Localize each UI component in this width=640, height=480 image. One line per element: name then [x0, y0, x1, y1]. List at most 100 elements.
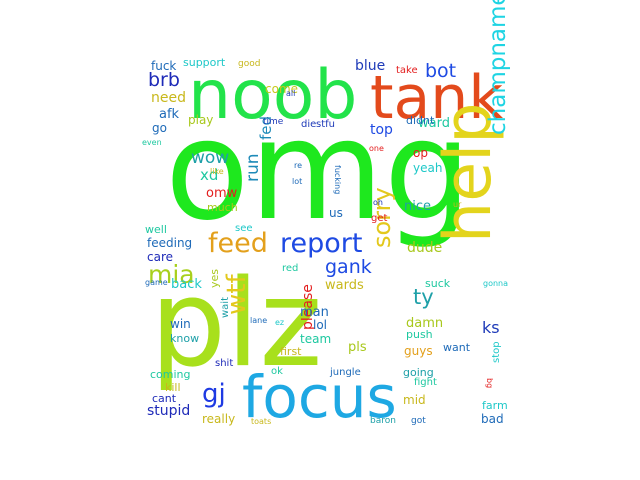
word-report: report	[280, 228, 362, 259]
word-stop: stop	[491, 341, 502, 363]
word-bot: bot	[425, 60, 456, 82]
word-jungle: jungle	[329, 367, 361, 378]
word-much: much	[207, 201, 238, 214]
word-well: well	[145, 223, 167, 236]
word-die: die	[301, 119, 316, 130]
word-take: take	[396, 65, 418, 76]
word-stupid: stupid	[147, 403, 190, 419]
word-dude: dude	[407, 240, 442, 256]
word-one: one	[369, 144, 384, 153]
word-kill: kill	[165, 381, 181, 394]
word-fuck: fuck	[151, 59, 176, 73]
word-go: go	[152, 121, 167, 135]
word-ks: ks	[482, 318, 500, 337]
word-cant: cant	[152, 392, 177, 405]
word-wait: wait	[220, 297, 231, 318]
word-yes: yes	[208, 269, 221, 288]
word-pls: pls	[348, 340, 367, 355]
word-fight: fight	[414, 377, 437, 388]
word-want: want	[443, 341, 471, 354]
word-ward: ward	[418, 116, 450, 131]
word-run: run	[243, 153, 263, 182]
word-brb: brb	[148, 69, 180, 91]
word-all: all	[286, 89, 295, 98]
word-ty: ty	[413, 285, 434, 309]
word-re: re	[294, 161, 302, 170]
word-lol: lol	[313, 318, 327, 332]
word-help: help	[431, 102, 506, 243]
word-omg: omg	[165, 90, 471, 251]
word-lot: lot	[292, 177, 302, 186]
word-team: team	[300, 332, 331, 346]
word-come: come	[265, 82, 298, 96]
word-win: win	[170, 317, 191, 331]
word-ez: ez	[275, 318, 284, 327]
word-push: push	[406, 328, 433, 341]
word-mid: mid	[403, 393, 426, 407]
word-know: know	[170, 332, 199, 345]
word-red: red	[282, 263, 298, 274]
word-fucking: fucking	[333, 165, 342, 194]
word-wards: wards	[325, 278, 364, 293]
word-farm: farm	[482, 399, 508, 412]
word-tank: tank	[370, 63, 503, 133]
word-good: good	[238, 59, 260, 69]
word-guys: guys	[404, 344, 433, 358]
word-xd: xd	[200, 166, 218, 184]
word-man: man	[300, 305, 329, 320]
word-blue: blue	[355, 58, 385, 74]
word-gank: gank	[325, 256, 372, 278]
word-gonna: gonna	[483, 279, 508, 288]
word-play: play	[188, 113, 213, 127]
word-stfu: stfu	[316, 119, 335, 130]
word-focus: focus	[242, 363, 397, 431]
word-feeding: feeding	[147, 236, 192, 250]
word-oh: oh	[373, 198, 383, 207]
word-champname: champname	[485, 0, 511, 135]
word-us: us	[329, 206, 343, 220]
word-yeah: yeah	[413, 161, 442, 175]
word-mia: mia	[148, 260, 195, 289]
word-lane: lane	[250, 316, 267, 325]
word-get: get	[371, 213, 388, 224]
word-damn: damn	[406, 316, 443, 331]
word-going: going	[403, 366, 434, 379]
word-please: please	[300, 284, 316, 330]
word-op: op	[413, 146, 428, 160]
word-bad: bad	[481, 412, 504, 426]
word-plz: plz	[150, 255, 323, 394]
word-bg: bg	[485, 378, 494, 388]
word-like: like	[210, 167, 224, 176]
word-even: even	[142, 138, 162, 147]
word-fed: fed	[257, 116, 275, 140]
word-nice: nice	[404, 199, 431, 214]
word-omw: omw	[206, 186, 238, 201]
word-see: see	[235, 223, 253, 234]
word-game: game	[145, 278, 168, 287]
word-didnt: didnt	[406, 114, 435, 127]
word-need: need	[151, 90, 186, 106]
word-time: time	[263, 117, 284, 127]
word-noob: noob	[188, 56, 357, 135]
word-top: top	[370, 122, 393, 138]
word-really: really	[202, 412, 235, 426]
word-wow: wow	[191, 148, 229, 168]
word-shit: shit	[215, 358, 233, 369]
word-ok: ok	[271, 366, 283, 377]
word-back: back	[171, 277, 202, 292]
word-baron: baron	[370, 416, 396, 426]
word-sorry: sorry	[368, 187, 396, 248]
word-toats: toats	[251, 417, 271, 426]
word-gj: gj	[202, 379, 226, 409]
word-ur: ur	[453, 200, 462, 209]
word-support: support	[183, 56, 226, 69]
word-care: care	[147, 250, 173, 264]
word-coming: coming	[150, 368, 191, 381]
word-got: got	[411, 416, 426, 426]
word-afk: afk	[159, 107, 180, 122]
word-first: first	[280, 345, 302, 358]
word-feed: feed	[208, 228, 268, 259]
word-wtf: wtf	[222, 274, 252, 315]
